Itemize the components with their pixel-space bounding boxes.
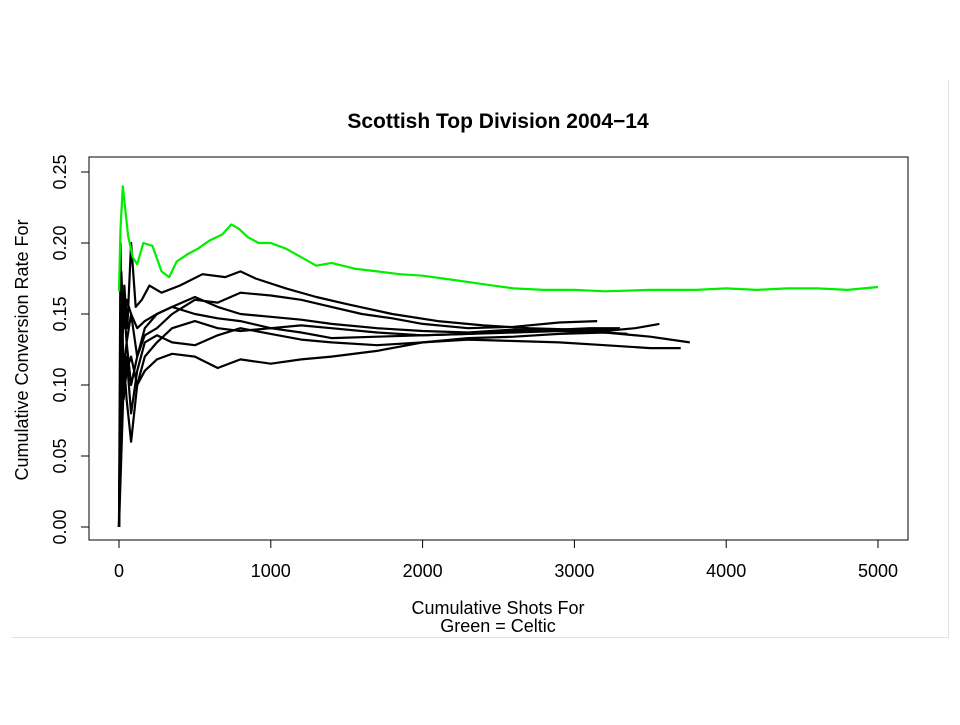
y-tick-label: 0.20 [50, 225, 70, 260]
x-tick-label: 5000 [858, 561, 898, 581]
y-tick-label: 0.05 [50, 438, 70, 473]
y-axis-label: Cumulative Conversion Rate For [12, 219, 32, 480]
y-tick-label: 0.10 [50, 367, 70, 402]
x-axis-label-note: Green = Celtic [440, 616, 556, 636]
x-tick-label: 3000 [554, 561, 594, 581]
series-line-4 [117, 338, 681, 528]
x-tick-label: 1000 [251, 561, 291, 581]
x-tick-label: 4000 [706, 561, 746, 581]
y-tick-label: 0.00 [50, 509, 70, 544]
x-tick-label: 0 [114, 561, 124, 581]
x-tick-label: 2000 [403, 561, 443, 581]
chart-title: Scottish Top Division 2004−14 [347, 110, 649, 133]
series-layer [117, 185, 879, 528]
series-line-6 [117, 327, 628, 528]
series-line-1 [117, 241, 660, 528]
y-axis: 0.00 0.05 0.10 0.15 0.20 0.25 [50, 154, 90, 545]
series-line-7 [117, 270, 613, 528]
y-tick-label: 0.15 [50, 296, 70, 331]
series-line-celtic [117, 185, 879, 293]
slide-frame [12, 80, 949, 638]
y-tick-label: 0.25 [50, 154, 70, 189]
series-line-2 [117, 291, 598, 528]
x-axis: 0 1000 2000 3000 4000 5000 [114, 539, 898, 581]
x-axis-label: Cumulative Shots For [411, 598, 584, 618]
